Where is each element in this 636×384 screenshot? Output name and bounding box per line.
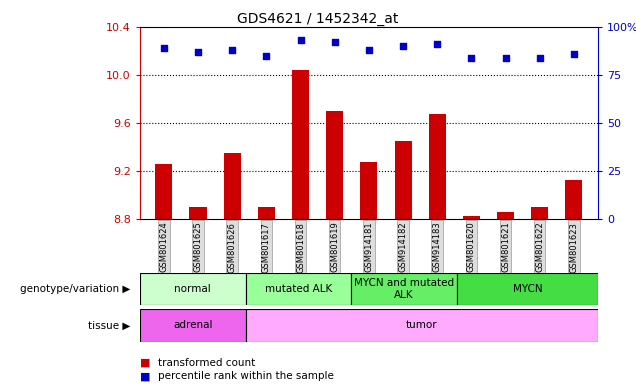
- Text: ■: ■: [140, 371, 151, 381]
- Bar: [497, 212, 514, 219]
- Bar: [457, 273, 598, 305]
- Bar: [245, 309, 598, 342]
- Point: [261, 53, 272, 59]
- Bar: [292, 70, 309, 219]
- Text: adrenal: adrenal: [173, 320, 212, 331]
- Bar: [224, 153, 241, 219]
- Bar: [245, 273, 351, 305]
- Point: [501, 55, 511, 61]
- Text: MYCN and mutated
ALK: MYCN and mutated ALK: [354, 278, 454, 300]
- Text: GDS4621 / 1452342_at: GDS4621 / 1452342_at: [237, 12, 399, 25]
- Point: [569, 51, 579, 57]
- Bar: [351, 273, 457, 305]
- Point: [159, 45, 169, 51]
- Text: percentile rank within the sample: percentile rank within the sample: [158, 371, 334, 381]
- Point: [398, 43, 408, 49]
- Text: tissue ▶: tissue ▶: [88, 320, 130, 331]
- Bar: [258, 207, 275, 219]
- Text: ■: ■: [140, 358, 151, 368]
- Bar: [361, 162, 377, 219]
- Text: normal: normal: [174, 284, 211, 294]
- Bar: [155, 164, 172, 219]
- Point: [466, 55, 476, 61]
- Point: [329, 39, 340, 45]
- Bar: [140, 309, 245, 342]
- Point: [432, 41, 442, 47]
- Bar: [190, 207, 207, 219]
- Text: mutated ALK: mutated ALK: [265, 284, 332, 294]
- Bar: [463, 217, 480, 219]
- Point: [227, 47, 237, 53]
- Text: tumor: tumor: [406, 320, 438, 331]
- Text: MYCN: MYCN: [513, 284, 543, 294]
- Bar: [326, 111, 343, 219]
- Bar: [140, 273, 245, 305]
- Point: [296, 37, 306, 43]
- Bar: [394, 141, 411, 219]
- Point: [193, 49, 203, 55]
- Bar: [565, 180, 583, 219]
- Text: genotype/variation ▶: genotype/variation ▶: [20, 284, 130, 294]
- Point: [535, 55, 545, 61]
- Point: [364, 47, 374, 53]
- Text: transformed count: transformed count: [158, 358, 255, 368]
- Bar: [429, 114, 446, 219]
- Bar: [531, 207, 548, 219]
